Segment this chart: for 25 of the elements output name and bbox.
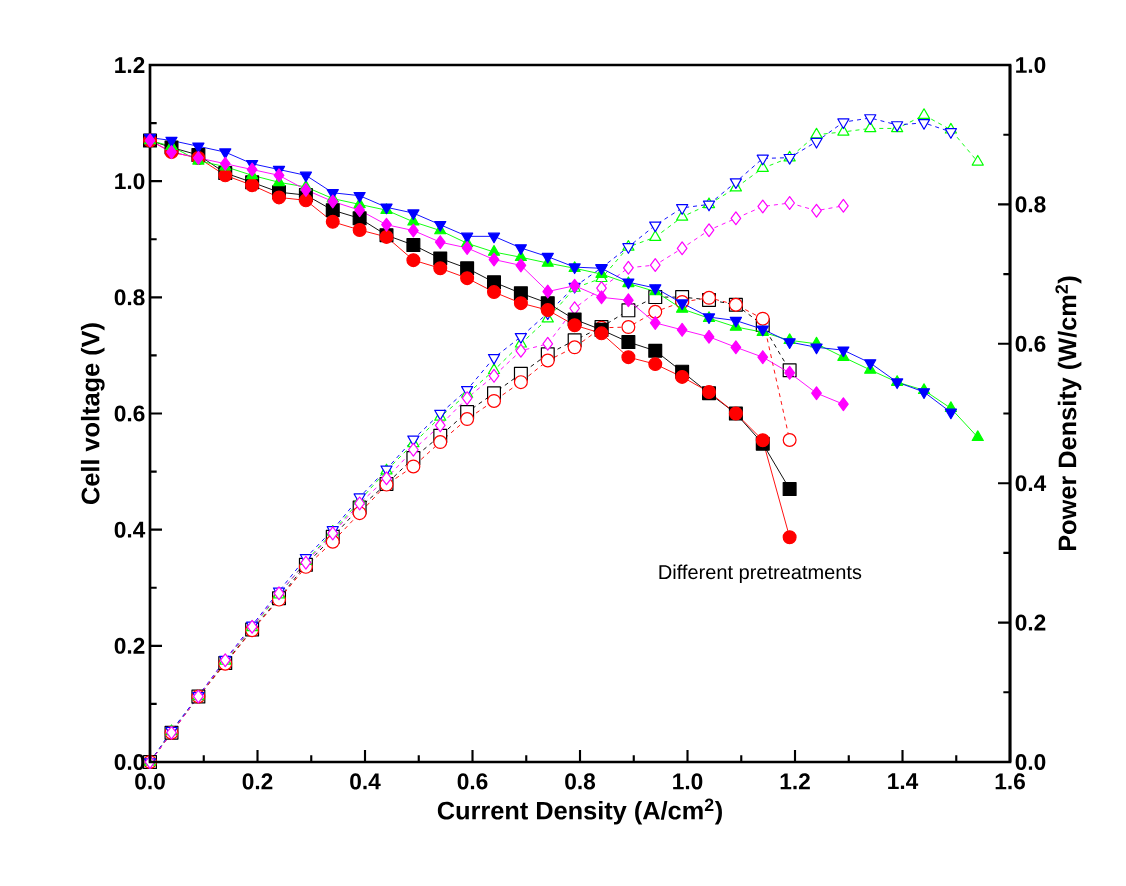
y2-axis-title: Power Density (W/cm$^{2}$) (1055, 276, 1082, 551)
x-axis-title: Current Density (A/cm$^{2}$) (437, 798, 722, 825)
y2-tick-label: 0.0 (1015, 753, 1046, 771)
y-tick-label: 0.8 (114, 289, 145, 306)
y2-tick-label: 1.0 (1016, 56, 1046, 74)
y-axis-title: Cell voltage (V) (80, 323, 105, 504)
x-tick-label: 1.6 (995, 773, 1025, 790)
x-tick-label: 1.0 (673, 773, 703, 790)
y-tick-label: 0.6 (114, 405, 145, 422)
x-tick-label: 1.2 (780, 773, 810, 790)
x-tick-label: 0.4 (350, 773, 381, 790)
y2-tick-label: 0.6 (1015, 335, 1046, 352)
y-tick-label: 0.2 (114, 637, 145, 654)
x-tick-label: 0.8 (565, 773, 596, 790)
x-tick-label: 0.6 (457, 773, 488, 790)
legend-title: Different pretreatments (659, 564, 862, 584)
x-tick-label: 1.4 (888, 773, 919, 789)
y-tick-label: 1.2 (115, 57, 145, 73)
x-tick-label: 0.2 (242, 773, 273, 790)
x-tick-label: 0.0 (135, 773, 165, 790)
y-tick-label: 1.0 (115, 173, 145, 190)
y-tick-label: 0.4 (114, 521, 146, 538)
y2-tick-label: 0.8 (1015, 196, 1046, 213)
y2-tick-label: 0.4 (1015, 475, 1047, 492)
y2-tick-label: 0.2 (1015, 614, 1046, 631)
